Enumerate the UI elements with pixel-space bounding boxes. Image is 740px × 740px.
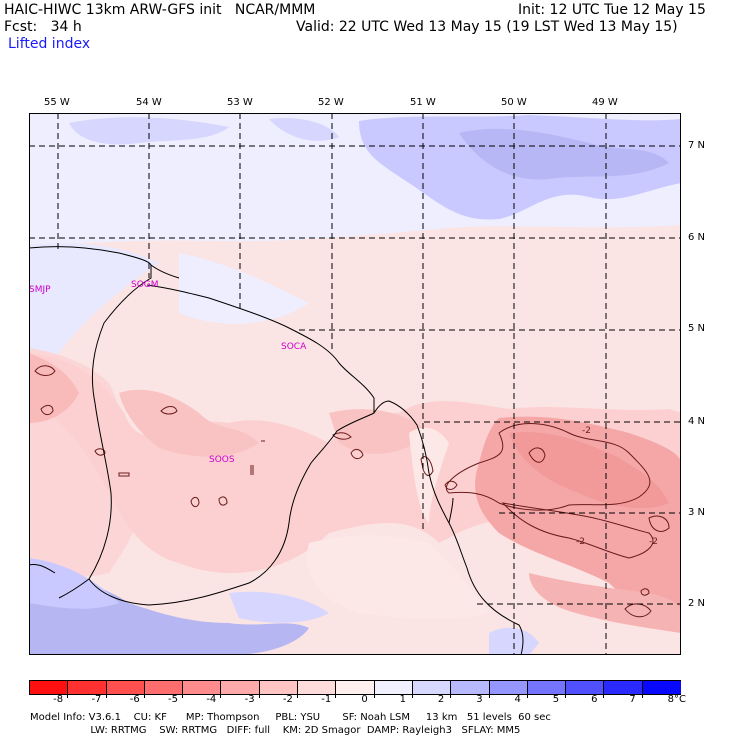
colorbar-tick bbox=[373, 694, 375, 698]
colorbar-label: 7 bbox=[629, 694, 636, 705]
colorbar-tick bbox=[143, 694, 145, 698]
lon-label: 55 W bbox=[44, 97, 70, 108]
lon-label: 53 W bbox=[227, 97, 253, 108]
colorbar-swatch bbox=[258, 680, 299, 695]
model-info-line-2: LW: RRTMG SW: RRTMG DIFF: full KM: 2D Sm… bbox=[30, 725, 521, 736]
colorbar-swatch bbox=[143, 680, 184, 695]
field-name: Lifted index bbox=[8, 36, 91, 52]
lon-label: 54 W bbox=[136, 97, 162, 108]
colorbar-swatch bbox=[29, 680, 69, 695]
lon-label: 50 W bbox=[501, 97, 527, 108]
colorbar-tick bbox=[105, 694, 107, 698]
colorbar-swatch bbox=[526, 680, 567, 695]
colorbar-label: -6 bbox=[129, 694, 140, 705]
station-label: SOGM bbox=[131, 280, 159, 290]
contour-label: -2 bbox=[576, 537, 585, 547]
colorbar-label: 3 bbox=[476, 694, 483, 705]
lon-label: 51 W bbox=[410, 97, 436, 108]
colorbar-swatch bbox=[220, 680, 260, 695]
colorbar-swatch bbox=[297, 680, 337, 695]
colorbar-label: -3 bbox=[244, 694, 255, 705]
lat-label: 5 N bbox=[688, 323, 706, 334]
colorbar-swatch bbox=[450, 680, 490, 695]
colorbar-swatch bbox=[67, 680, 107, 695]
colorbar-tick bbox=[67, 694, 69, 698]
colorbar-tick bbox=[450, 694, 452, 698]
colorbar-label: 0 bbox=[361, 694, 368, 705]
colorbar-tick bbox=[411, 694, 413, 698]
station-label: SOCA bbox=[281, 342, 307, 352]
colorbar-tick bbox=[526, 694, 528, 698]
colorbar-tick bbox=[641, 694, 643, 698]
colorbar-swatch bbox=[373, 680, 413, 695]
colorbar-tick bbox=[220, 694, 222, 698]
station-label: SMJP bbox=[29, 285, 51, 295]
colorbar-label: -2 bbox=[282, 694, 293, 705]
lon-label: 49 W bbox=[592, 97, 618, 108]
header-valid: Valid: 22 UTC Wed 13 May 15 (19 LST Wed … bbox=[296, 19, 678, 35]
colorbar-label: 5 bbox=[552, 694, 560, 705]
station-label: SOOS bbox=[209, 455, 235, 465]
header-forecast: Fcst: 34 h bbox=[4, 19, 82, 35]
colorbar-tick bbox=[335, 694, 337, 698]
contour-label: -2 bbox=[582, 426, 591, 436]
colorbar-swatch bbox=[105, 680, 145, 695]
colorbar-tick bbox=[565, 694, 567, 698]
colorbar-label: 8 bbox=[667, 694, 675, 705]
colorbar-label: 4 bbox=[514, 694, 521, 705]
colorbar-tick bbox=[603, 694, 605, 698]
header-init: Init: 12 UTC Tue 12 May 15 bbox=[518, 2, 706, 18]
colorbar-swatch bbox=[641, 680, 681, 695]
colorbar-swatch bbox=[565, 680, 605, 695]
colorbar-tick bbox=[297, 694, 299, 698]
colorbar-label: 6 bbox=[591, 694, 598, 705]
lat-label: 3 N bbox=[688, 507, 706, 518]
contour-label: -2 bbox=[649, 537, 658, 547]
lat-label: 2 N bbox=[688, 598, 706, 609]
header-title: HAIC-HIWC 13km ARW-GFS init NCAR/MMM bbox=[4, 2, 316, 18]
colorbar-label: 1 bbox=[399, 694, 406, 705]
colorbar-swatch bbox=[182, 680, 222, 695]
colorbar-swatch bbox=[335, 680, 375, 695]
colorbar-label: -4 bbox=[206, 694, 217, 705]
colorbar-unit: °C bbox=[674, 694, 686, 705]
colorbar-swatch bbox=[603, 680, 643, 695]
colorbar-label: -7 bbox=[91, 694, 102, 705]
lifted-index-map: SMJP SOGM SOCA SOOS -2 -2 -2 bbox=[29, 113, 681, 655]
colorbar-swatch bbox=[411, 680, 452, 695]
lat-label: 4 N bbox=[688, 416, 706, 427]
colorbar-label: 2 bbox=[437, 694, 445, 705]
lat-label: 7 N bbox=[688, 140, 706, 151]
colorbar-label: -1 bbox=[321, 694, 332, 705]
colorbar-tick bbox=[258, 694, 260, 698]
lat-label: 6 N bbox=[688, 232, 706, 243]
colorbar-label: -5 bbox=[168, 694, 179, 705]
colorbar-tick bbox=[182, 694, 184, 698]
colorbar-tick bbox=[488, 694, 490, 698]
lon-label: 52 W bbox=[318, 97, 344, 108]
colorbar-label: -8 bbox=[53, 694, 64, 705]
colorbar-swatch bbox=[488, 680, 528, 695]
model-info-line-1: Model Info: V3.6.1 CU: KF MP: Thompson P… bbox=[30, 712, 551, 723]
